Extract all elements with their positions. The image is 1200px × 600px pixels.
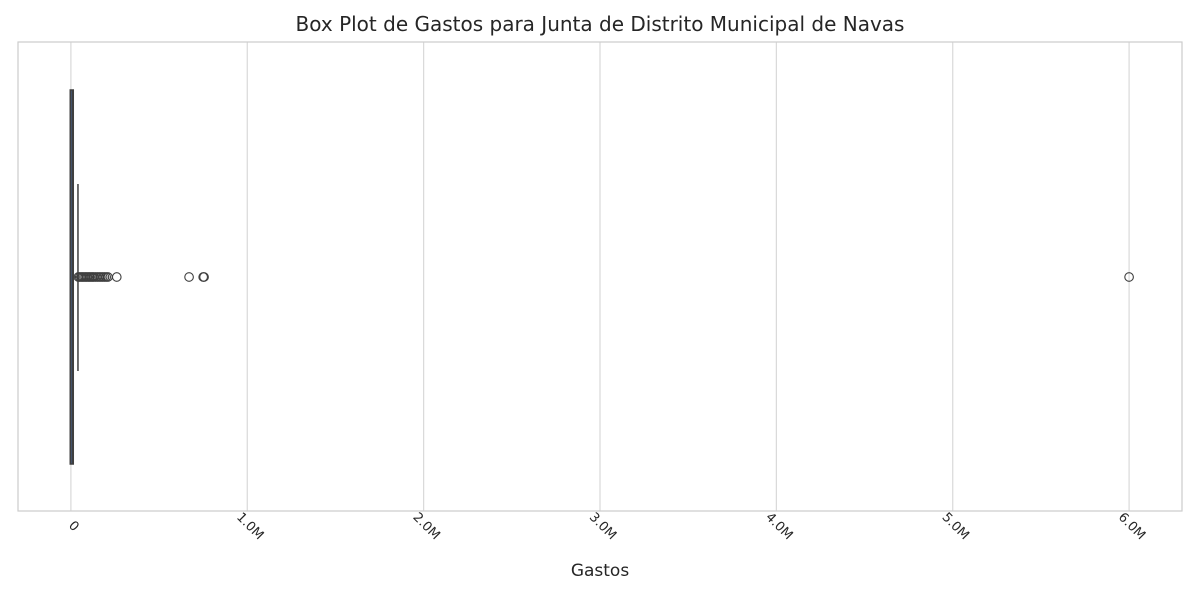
x-tick-label: 4.0M [762, 510, 795, 543]
x-tick-label: 0 [65, 518, 81, 534]
x-tick-label: 5.0M [939, 510, 972, 543]
x-tick-label: 1.0M [233, 510, 266, 543]
outlier-layer [73, 272, 1134, 282]
x-tick-label: 2.0M [410, 510, 443, 543]
tick-layer: 0 1.0M 2.0M 3.0M 4.0M 5.0M 6.0M [65, 510, 1148, 543]
outlier-point [1124, 272, 1134, 282]
chart-title: Box Plot de Gastos para Junta de Distrit… [295, 12, 905, 36]
plot-frame [17, 41, 1183, 512]
outlier-point [111, 272, 122, 282]
x-axis-label: Gastos [570, 561, 630, 581]
outlier-point [184, 272, 194, 282]
x-tick-label: 3.0M [586, 510, 619, 543]
outlier-point [199, 272, 209, 282]
grid-layer [70, 42, 1130, 511]
x-tick-label: 6.0M [1115, 510, 1148, 543]
